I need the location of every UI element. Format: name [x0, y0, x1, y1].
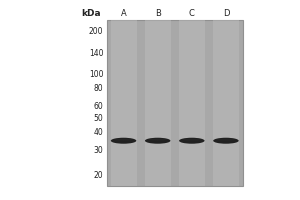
- Text: B: B: [155, 9, 161, 19]
- Bar: [145, 20, 171, 186]
- Bar: [179, 20, 205, 186]
- Ellipse shape: [149, 139, 167, 141]
- Text: 140: 140: [89, 49, 103, 58]
- Text: 100: 100: [89, 70, 103, 79]
- Ellipse shape: [213, 138, 239, 144]
- Ellipse shape: [115, 139, 133, 141]
- Text: C: C: [189, 9, 195, 19]
- Text: kDa: kDa: [82, 9, 101, 19]
- Bar: [106, 20, 243, 186]
- Bar: [111, 20, 136, 186]
- Text: 50: 50: [94, 114, 103, 123]
- Bar: [213, 20, 239, 186]
- Text: 60: 60: [94, 102, 103, 111]
- Ellipse shape: [111, 138, 136, 144]
- Text: D: D: [223, 9, 229, 19]
- Ellipse shape: [183, 139, 201, 141]
- Text: A: A: [121, 9, 126, 19]
- Text: 20: 20: [94, 171, 104, 180]
- Text: 200: 200: [89, 27, 103, 36]
- Ellipse shape: [179, 138, 205, 144]
- Ellipse shape: [217, 139, 235, 141]
- Text: 30: 30: [94, 146, 103, 155]
- Text: 40: 40: [94, 128, 103, 137]
- Ellipse shape: [145, 138, 170, 144]
- Text: 80: 80: [94, 84, 104, 93]
